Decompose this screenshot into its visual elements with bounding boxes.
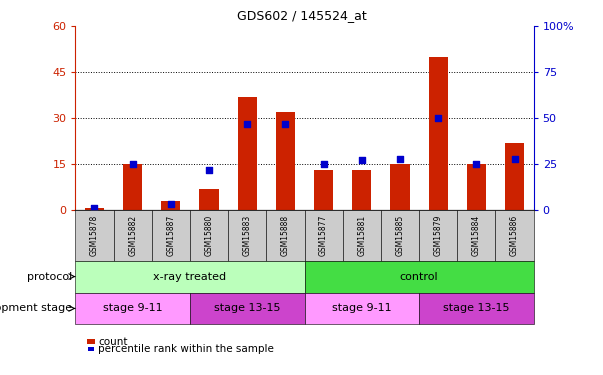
Text: stage 9-11: stage 9-11 (103, 303, 162, 313)
Bar (123, 164, 142, 210)
Point (395, 156, 405, 162)
Point (90, 205, 99, 211)
Point (472, 161, 481, 167)
Point (204, 166, 214, 172)
Bar (85, 209, 104, 210)
Text: GSM15885: GSM15885 (396, 214, 405, 256)
Point (280, 121, 290, 127)
Point (510, 156, 519, 162)
Text: GDS602 / 145524_at: GDS602 / 145524_at (236, 9, 367, 22)
Text: stage 9-11: stage 9-11 (332, 303, 391, 313)
Point (357, 158, 367, 164)
Bar (505, 142, 524, 210)
Text: GSM15882: GSM15882 (128, 215, 137, 256)
Text: count: count (98, 337, 128, 346)
Text: GSM15884: GSM15884 (472, 214, 481, 256)
Text: GSM15883: GSM15883 (243, 214, 251, 256)
Text: GSM15888: GSM15888 (281, 215, 290, 256)
Text: x-ray treated: x-ray treated (153, 272, 227, 282)
Text: GSM15886: GSM15886 (510, 214, 519, 256)
Text: GSM15878: GSM15878 (90, 214, 99, 256)
Bar (467, 164, 486, 210)
Text: GSM15881: GSM15881 (358, 215, 366, 256)
Bar (276, 112, 295, 210)
Bar (429, 57, 447, 210)
Text: GSM15887: GSM15887 (166, 214, 175, 256)
Text: stage 13-15: stage 13-15 (214, 303, 280, 313)
Bar (391, 164, 409, 210)
Point (166, 201, 175, 207)
Bar (314, 170, 333, 210)
Point (434, 115, 443, 121)
Bar (162, 201, 180, 210)
Text: stage 13-15: stage 13-15 (443, 303, 510, 313)
Text: GSM15877: GSM15877 (319, 214, 328, 256)
Point (319, 161, 329, 167)
Bar (200, 189, 219, 210)
Text: GSM15880: GSM15880 (204, 214, 213, 256)
Bar (238, 97, 257, 210)
Point (128, 161, 137, 167)
Text: development stage: development stage (0, 303, 72, 313)
Text: control: control (400, 272, 438, 282)
Text: GSM15879: GSM15879 (434, 214, 443, 256)
Point (242, 121, 252, 127)
Bar (352, 170, 371, 210)
Text: protocol: protocol (27, 272, 72, 282)
Text: percentile rank within the sample: percentile rank within the sample (98, 344, 274, 354)
